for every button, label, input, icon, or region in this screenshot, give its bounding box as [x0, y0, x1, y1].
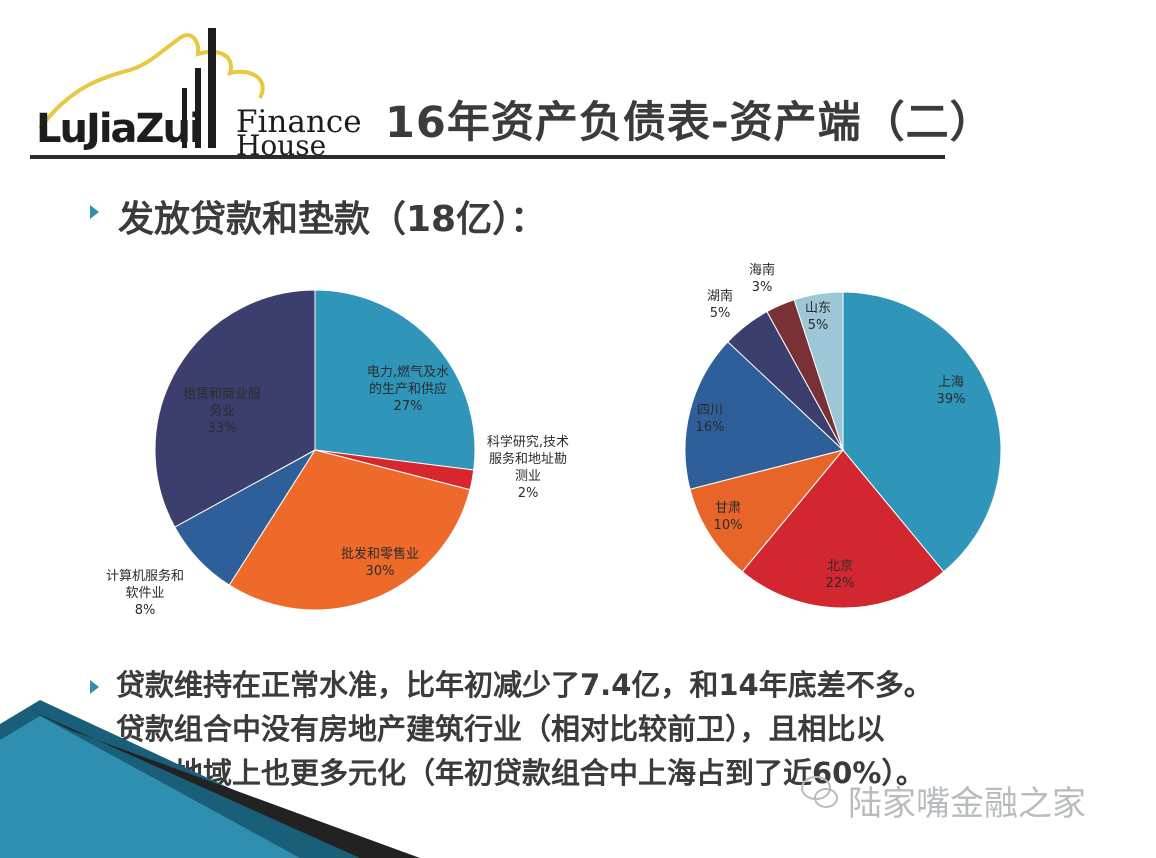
industry-pie-chart: 电力,燃气及水的生产和供应 27% 科学研究,技术服务和地址勘测业 2% 批发和零售业 3… — [106, 289, 569, 618]
title-rule — [30, 155, 945, 159]
pie2-label-2: 甘肃 10% — [714, 501, 743, 533]
logo-finance: Finance — [236, 104, 362, 140]
pie1-label-2: 批发和零售业 30% — [341, 546, 419, 579]
pie-charts: 电力,燃气及水的生产和供应 27% 科学研究,技术服务和地址勘测业 2% 批发和零售业 3… — [106, 262, 1002, 618]
pie2-label-4: 湖南 5% — [707, 288, 733, 321]
body-line-2: 贷款组合中没有房地产建筑行业（相对比较前卫），且相比以 — [116, 712, 885, 746]
pie1-label-3: 计算机服务和软件业 8% — [106, 568, 184, 618]
decorative-bars — [0, 700, 420, 858]
bullet-arrow-icon-2 — [90, 680, 99, 694]
pie2-slice-2 — [689, 449, 845, 573]
pie1-label-4: 租赁和商业服务业 33% — [183, 387, 261, 436]
pie2-label-0: 上海 39% — [937, 375, 966, 407]
bullet-arrow-icon — [90, 205, 99, 219]
pie2-slice-6 — [793, 291, 844, 451]
logo-house: House — [236, 129, 327, 162]
pie1-slice-2 — [228, 449, 471, 611]
page-title: 16年资产负债表-资产端（二） — [385, 98, 994, 148]
pie1-slice-4 — [154, 289, 316, 528]
pie2-label-3: 四川 16% — [696, 403, 725, 435]
region-pie-chart: 上海 39% 北京 22% 甘肃 10% 四川 16% 湖南 5% 海南 3% 山东 5% — [684, 262, 1002, 609]
logo-tower-3 — [182, 88, 187, 148]
logo-wordmark: LuJiaZui — [36, 106, 203, 152]
lujiazui-logo — [38, 28, 265, 148]
accent-bar — [0, 716, 300, 858]
pie1-label-0: 电力,燃气及水的生产和供应 27% — [367, 364, 449, 414]
body-text: 贷款维持在正常水准，比年初减少了7.4亿，和14年底差不多。 贷款组合中没有房地… — [116, 663, 1126, 795]
pie1-slice-0 — [314, 289, 476, 471]
pie2-label-5: 海南 3% — [749, 262, 775, 295]
pie1-label-1: 科学研究,技术服务和地址勘测业 2% — [487, 434, 569, 501]
logo-tower — [208, 28, 216, 148]
pie2-slice-1 — [741, 449, 945, 609]
pie2-label-1: 北京 22% — [826, 559, 855, 591]
logo-swoosh — [38, 33, 265, 130]
pie2-label-6: 山东 5% — [805, 301, 831, 333]
logo-tower-2 — [195, 68, 201, 148]
pie2-slice-3 — [684, 341, 845, 490]
pie2-slice-0 — [842, 291, 1002, 573]
section-heading: 发放贷款和垫款（18亿）： — [118, 199, 547, 240]
body-line-1: 贷款维持在正常水准，比年初减少了7.4亿，和14年底差不多。 — [116, 668, 933, 702]
wechat-icon — [801, 776, 838, 808]
body-line-3: 前在地域上也更多元化（年初贷款组合中上海占到了近60%）。 — [116, 756, 925, 790]
watermark: 陆家嘴金融之家 — [848, 784, 1086, 824]
